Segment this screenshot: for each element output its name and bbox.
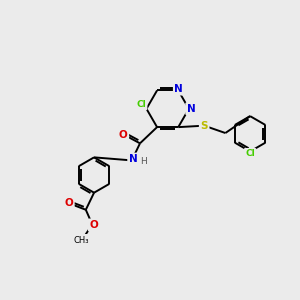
Text: O: O (64, 198, 73, 208)
Text: H: H (141, 157, 147, 166)
Text: O: O (119, 130, 128, 140)
Text: S: S (200, 121, 208, 131)
Text: N: N (129, 154, 138, 164)
Text: Cl: Cl (245, 149, 255, 158)
Text: CH₃: CH₃ (74, 236, 89, 244)
Text: Cl: Cl (136, 100, 146, 109)
Text: N: N (175, 84, 183, 94)
Text: O: O (89, 220, 98, 230)
Text: N: N (187, 104, 196, 114)
